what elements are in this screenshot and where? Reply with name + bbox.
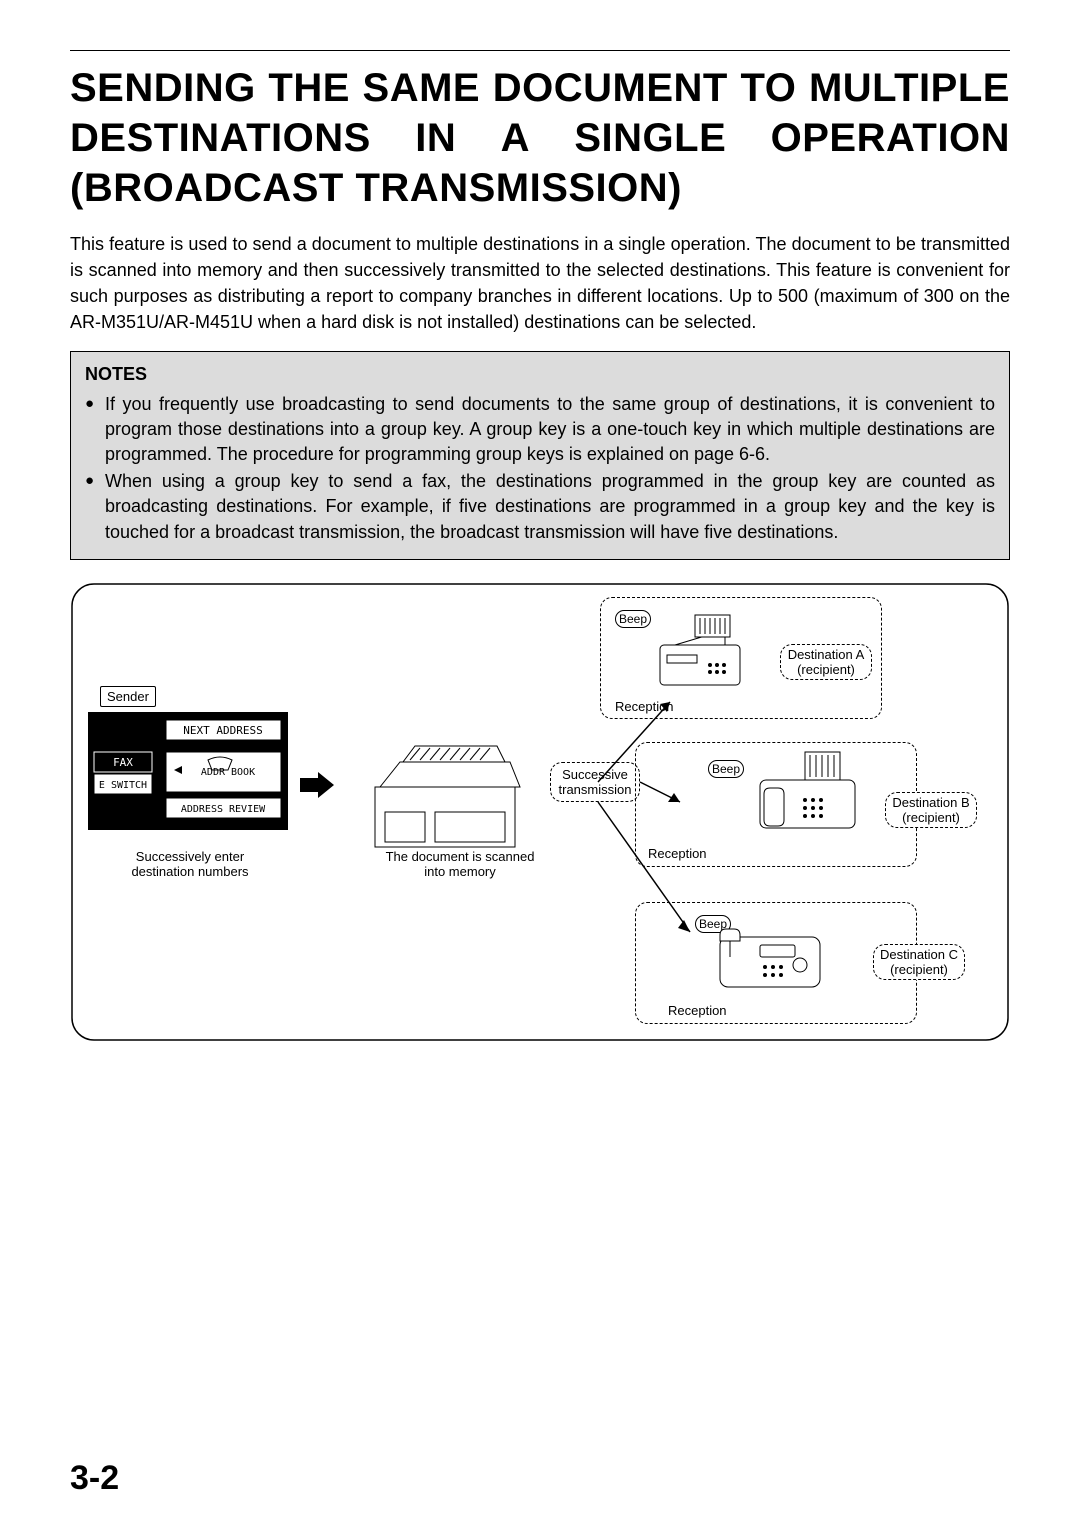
- fax-b-graphic: [750, 750, 880, 840]
- scanner-graphic: [345, 732, 545, 862]
- intro-paragraph: This feature is used to send a document …: [70, 231, 1010, 335]
- page-title: SENDINGTHESAMEDOCUMENTTOMULTIPLE DESTINA…: [70, 63, 1010, 213]
- note-item: When using a group key to send a fax, th…: [85, 469, 995, 545]
- arrow-icon: [300, 770, 340, 800]
- fax-a-graphic: [645, 610, 755, 695]
- svg-text:ADDRESS REVIEW: ADDRESS REVIEW: [181, 804, 266, 815]
- note-item: If you frequently use broadcasting to se…: [85, 392, 995, 468]
- sender-label: Sender: [100, 686, 156, 707]
- reception-c: Reception: [668, 1004, 727, 1019]
- svg-text:NEXT ADDRESS: NEXT ADDRESS: [183, 724, 262, 737]
- caption-sender: Successively enter destination numbers: [110, 850, 270, 880]
- svg-text:FAX: FAX: [113, 756, 133, 769]
- title-line-3: (BROADCAST TRANSMISSION): [70, 166, 682, 210]
- top-rule: [70, 50, 1010, 51]
- svg-text:E SWITCH: E SWITCH: [99, 780, 147, 791]
- diagram: Sender NEXT ADDRESS FAX E SWITCH ADDR BO…: [70, 582, 1010, 1042]
- destination-c-label: Destination C (recipient): [873, 944, 965, 980]
- beep-b: Beep: [708, 760, 744, 778]
- svg-text:ADDR BOOK: ADDR BOOK: [201, 767, 255, 778]
- caption-scan: The document is scanned into memory: [370, 850, 550, 880]
- destination-b-label: Destination B (recipient): [885, 792, 977, 828]
- notes-box: NOTES If you frequently use broadcasting…: [70, 351, 1010, 559]
- page-number: 3-2: [70, 1459, 119, 1498]
- fax-c-graphic: [710, 917, 830, 997]
- reception-a: Reception: [615, 700, 674, 715]
- reception-b: Reception: [648, 847, 707, 862]
- sender-panel: NEXT ADDRESS FAX E SWITCH ADDR BOOK ADDR…: [88, 712, 298, 842]
- destination-a-label: Destination A (recipient): [780, 644, 872, 680]
- notes-title: NOTES: [85, 362, 995, 387]
